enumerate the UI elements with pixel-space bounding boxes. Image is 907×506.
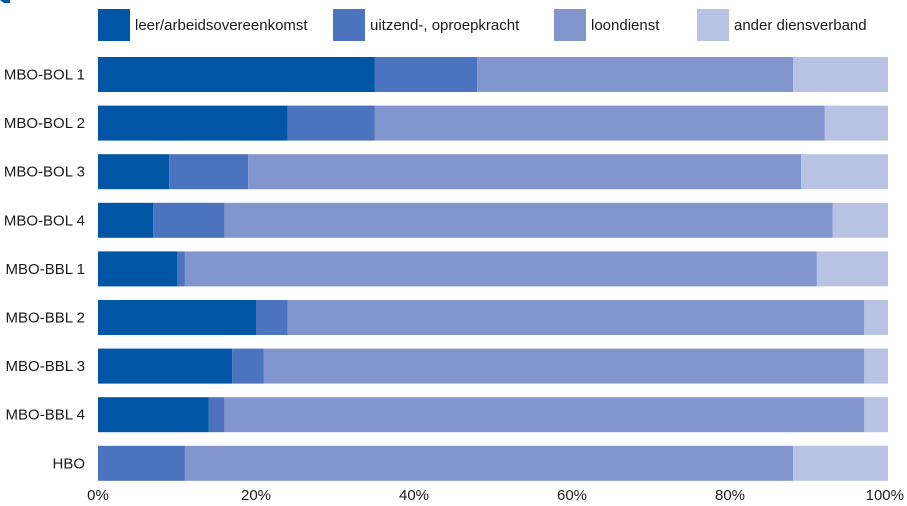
legend-label-0: leer/arbeidsovereenkomst xyxy=(135,17,308,34)
category-label: MBO-BOL 3 xyxy=(4,164,85,181)
category-label: MBO-BBL 2 xyxy=(6,310,85,327)
bar-segment xyxy=(824,105,888,141)
bar-segment xyxy=(184,251,817,287)
bar-segment xyxy=(864,348,888,384)
bar-segment xyxy=(263,348,865,384)
category-label: HBO xyxy=(52,455,85,472)
bar-segment xyxy=(184,445,794,481)
x-tick-label: 0% xyxy=(87,487,109,504)
bar-segment xyxy=(287,300,865,335)
x-tick-label: 20% xyxy=(241,487,271,504)
category-label: MBO-BBL 1 xyxy=(6,261,85,278)
bar-segment xyxy=(177,251,185,287)
category-label: MBO-BOL 4 xyxy=(4,212,85,229)
category-label: MBO-BOL 1 xyxy=(4,67,85,84)
bar-segment xyxy=(153,202,225,238)
bar-segment xyxy=(98,445,185,481)
bar-segment xyxy=(832,202,888,238)
legend-label-3: ander diensverband xyxy=(734,17,867,34)
legend: leer/arbeidsovereenkomst uitzend-, oproep… xyxy=(98,9,867,41)
bar-segment xyxy=(793,445,888,481)
bar-segment xyxy=(793,57,888,92)
bar-segment xyxy=(98,397,209,433)
x-tick-label: 80% xyxy=(715,487,745,504)
x-axis: 0% 20% 40% 60% 80% 100% xyxy=(87,487,904,504)
bar-segment xyxy=(864,397,888,433)
legend-swatch-2 xyxy=(554,9,586,41)
bar-segment xyxy=(232,348,264,384)
bar-segment xyxy=(98,105,288,141)
bar-segment xyxy=(477,57,794,92)
bar-segment xyxy=(248,154,802,190)
title-fragment-decoration xyxy=(0,0,10,3)
bar-segment xyxy=(98,251,177,287)
bar-segment xyxy=(98,300,256,335)
bar-segment xyxy=(98,348,233,384)
bar-segment xyxy=(374,57,478,92)
legend-swatch-1 xyxy=(333,9,365,41)
x-tick-label: 100% xyxy=(866,487,904,504)
bar-segment xyxy=(98,154,170,190)
category-labels: MBO-BOL 1 MBO-BOL 2 MBO-BOL 3 MBO-BOL 4 MBO-… xyxy=(4,67,85,473)
bar-segment xyxy=(224,202,833,238)
legend-label-2: loondienst xyxy=(591,17,660,34)
bar-segment xyxy=(287,105,375,141)
bar-segment xyxy=(224,397,865,433)
category-label: MBO-BBL 4 xyxy=(6,407,85,424)
bar-segment xyxy=(256,300,288,335)
bar-segment xyxy=(374,105,825,141)
bar-segment xyxy=(98,57,375,92)
bar-segment xyxy=(801,154,888,190)
category-label: MBO-BOL 2 xyxy=(4,115,85,132)
legend-swatch-0 xyxy=(98,9,130,41)
bar-segment xyxy=(816,251,888,287)
x-tick-label: 60% xyxy=(557,487,587,504)
x-tick-label: 40% xyxy=(399,487,429,504)
bar-segment xyxy=(864,300,888,335)
legend-label-1: uitzend-, oproepkracht xyxy=(370,17,520,34)
category-label: MBO-BBL 3 xyxy=(6,358,85,375)
bars xyxy=(98,57,888,481)
bar-segment xyxy=(169,154,249,190)
bar-segment xyxy=(98,202,154,238)
legend-swatch-3 xyxy=(697,9,729,41)
bar-segment xyxy=(208,397,225,433)
